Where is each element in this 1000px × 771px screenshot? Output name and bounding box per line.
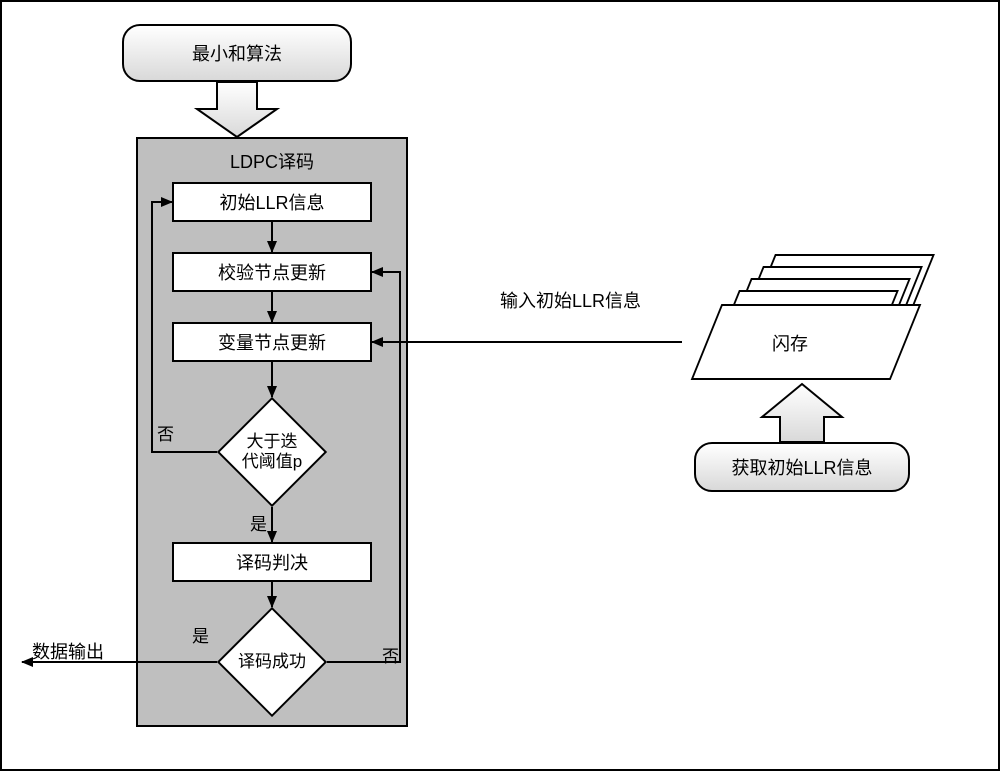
step-check-node-update: 校验节点更新 — [172, 252, 372, 292]
label-d1-yes: 是 — [250, 510, 267, 535]
label-d1-no: 否 — [157, 420, 174, 445]
decision-threshold-label: 大于迭 代阈值p — [217, 427, 327, 477]
label-d2-no: 否 — [382, 642, 399, 667]
label-data-output: 数据输出 — [32, 638, 104, 664]
flash-label: 闪存 — [772, 330, 808, 356]
step-init-llr: 初始LLR信息 — [172, 182, 372, 222]
step-variable-node-update: 变量节点更新 — [172, 322, 372, 362]
block-arrow-up — [762, 384, 842, 442]
ldpc-title: LDPC译码 — [212, 148, 332, 174]
step-decode-decision: 译码判决 — [172, 542, 372, 582]
label-input-init-llr: 输入初始LLR信息 — [500, 287, 641, 313]
diagram-canvas: 最小和算法 LDPC译码 初始LLR信息 校验节点更新 变量节点更新 译码判决 … — [0, 0, 1000, 771]
node-min-sum-label: 最小和算法 — [192, 40, 282, 66]
node-get-init-llr: 获取初始LLR信息 — [694, 442, 910, 492]
label-d2-yes: 是 — [192, 622, 209, 647]
block-arrow-down — [197, 82, 277, 137]
decision-decode-success-label: 译码成功 — [217, 650, 327, 674]
node-min-sum-algorithm: 最小和算法 — [122, 24, 352, 82]
